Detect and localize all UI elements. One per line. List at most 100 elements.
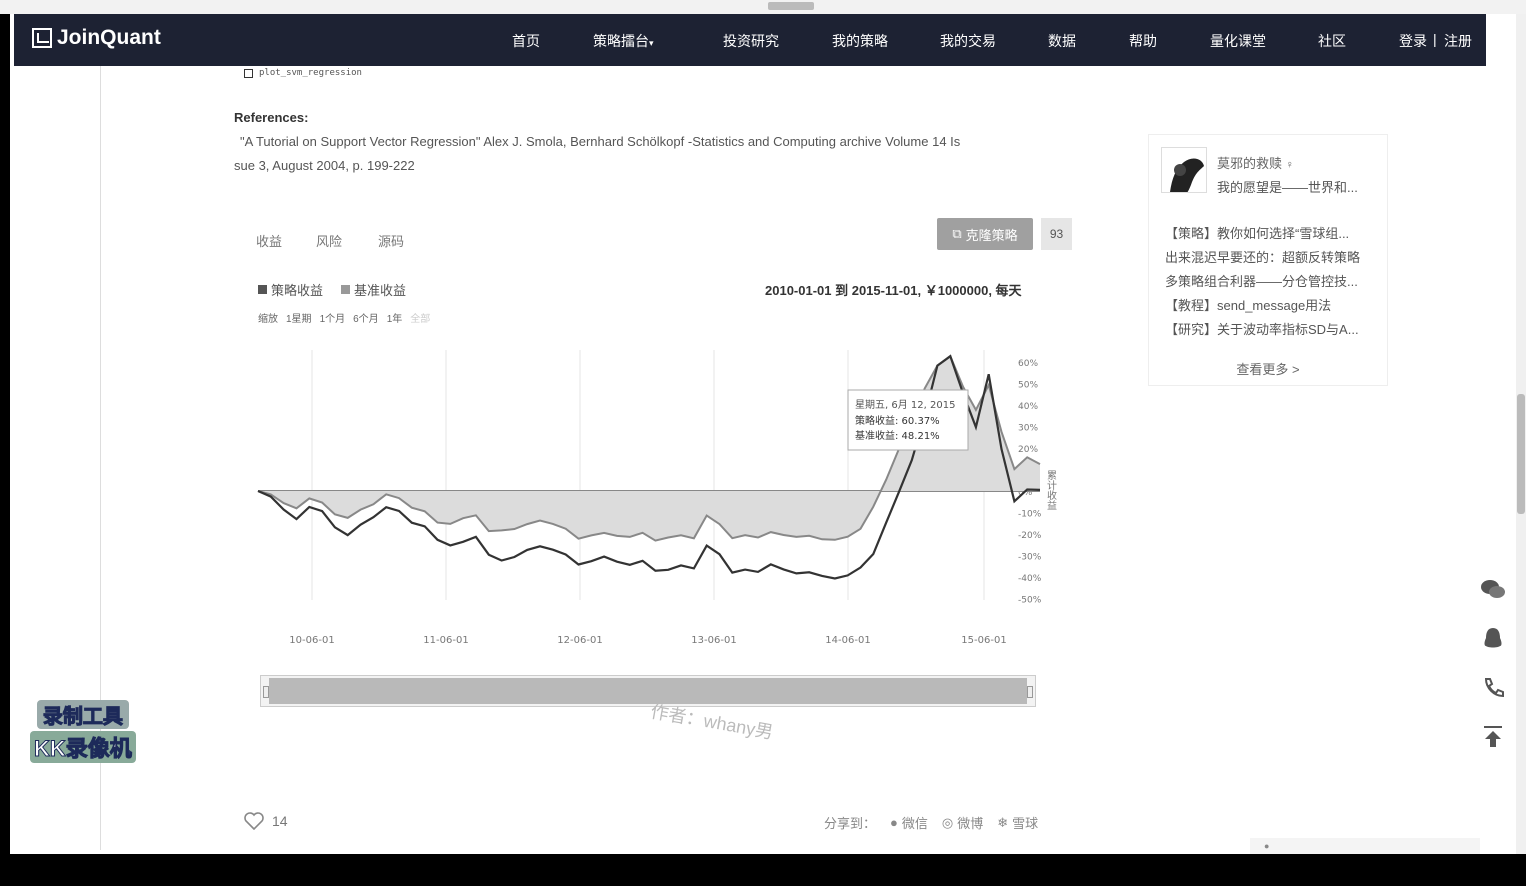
recorder-line-1: 录制工具 (36, 700, 129, 729)
navigator-right-handle[interactable] (1027, 686, 1033, 698)
reference-text-line-2: sue 3, August 2004, p. 199-222 (234, 158, 415, 173)
share-label: 分享到： (824, 816, 877, 831)
x-tick-label: 10-06-01 (289, 635, 334, 646)
y-tick-label: -10% (1018, 510, 1042, 520)
share-weibo[interactable]: ◎ 微博 (941, 814, 984, 832)
status-dot: ● (1264, 841, 1270, 851)
chart-grid (311, 350, 985, 600)
nav-help[interactable]: 帮助 (1129, 33, 1157, 49)
wechat-icon (1481, 580, 1505, 598)
chart-tooltip: 星期五, 6月 12, 2015 策略收益: 60.37% 基准收益: 48.2… (847, 389, 969, 451)
legend-benchmark[interactable]: 基准收益 (341, 280, 406, 299)
qq-tool[interactable] (1480, 626, 1506, 652)
like-count: 14 (272, 813, 288, 829)
chart-legend: 策略收益 基准收益 (258, 280, 406, 299)
y-tick-label: -50% (1018, 596, 1042, 606)
top-nav-bar: JoinQuant 首页 策略擂台▾ 投资研究 我的策略 我的交易 数据 帮助 … (14, 14, 1486, 66)
zoom-1m[interactable]: 1个月 (319, 314, 346, 325)
content-left-border (100, 66, 101, 850)
navigator-left-handle[interactable] (263, 686, 269, 698)
y-tick-label: 0% (1018, 488, 1033, 498)
nav-my-trades[interactable]: 我的交易 (940, 33, 996, 49)
sidebar-post[interactable]: 出来混迟早要还的：超额反转策略 (1165, 250, 1361, 265)
nav-my-strategies[interactable]: 我的策略 (832, 33, 888, 49)
sidebar-post[interactable]: 多策略组合利器——分仓管控技... (1165, 274, 1358, 289)
tab-returns[interactable]: 收益 (256, 234, 283, 249)
qq-penguin-icon (1484, 628, 1502, 648)
zoom-selector: 缩放 1星期 1个月 6个月 1年 全部 (258, 310, 430, 325)
phone-tool[interactable] (1480, 674, 1506, 700)
zoom-1y[interactable]: 1年 (386, 314, 403, 325)
share-bar: 分享到： ● 微信 ◎ 微博 ❄ 雪球 (824, 813, 1038, 832)
wechat-icon: ● (890, 815, 898, 830)
x-tick-label: 15-06-01 (961, 635, 1006, 646)
weibo-icon: ◎ (941, 814, 954, 830)
y-tick-label: 30% (1018, 424, 1038, 434)
sidebar-post[interactable]: 【研究】关于波动率指标SD与A... (1165, 322, 1359, 337)
author-name[interactable]: 莫邪的救赎 ♀ (1217, 156, 1294, 171)
nav-separator: | (1433, 31, 1437, 47)
reference-text-line-1: "A Tutorial on Support Vector Regression… (240, 134, 961, 149)
tab-risk[interactable]: 风险 (316, 234, 343, 249)
zoom-1w[interactable]: 1星期 (286, 314, 312, 325)
heart-icon (244, 812, 264, 830)
nav-login[interactable]: 登录 (1399, 33, 1427, 49)
sidebar-post[interactable]: 【教程】send_message用法 (1165, 298, 1332, 313)
xueqiu-icon: ❄ (997, 814, 1009, 830)
navigator-selection[interactable] (269, 678, 1027, 704)
nav-research[interactable]: 投资研究 (723, 33, 779, 49)
view-more-link[interactable]: 查看更多 > (1236, 362, 1300, 377)
page-scrollbar[interactable] (1516, 14, 1526, 854)
range-navigator[interactable] (260, 675, 1036, 707)
strategy-line (257, 354, 1041, 580)
x-tick-label: 12-06-01 (557, 635, 602, 646)
like-button[interactable]: 14 (244, 812, 288, 830)
arrow-up-icon (1484, 726, 1502, 747)
back-to-top[interactable] (1480, 724, 1506, 750)
joinquant-logo[interactable]: JoinQuant (32, 26, 161, 50)
nav-strategy-arena[interactable]: 策略擂台▾ (593, 33, 654, 49)
phone-icon (1484, 678, 1504, 698)
tooltip-date: 星期五, 6月 12, 2015 (855, 399, 955, 411)
window-marker (768, 2, 814, 10)
zoom-all[interactable]: 全部 (410, 314, 431, 325)
gender-icon: ♀ (1285, 159, 1294, 171)
brand-name: JoinQuant (57, 26, 161, 49)
tooltip-benchmark: 基准收益: 48.21% (855, 429, 940, 442)
status-strip: ● (1250, 838, 1480, 854)
nav-community[interactable]: 社区 (1318, 33, 1346, 49)
benchmark-area (258, 356, 1040, 541)
legend-swatch (258, 285, 267, 294)
y-tick-label: 40% (1018, 402, 1038, 412)
backtest-period: 2010-01-01 到 2015-11-01, ￥1000000, 每天 (765, 283, 1022, 298)
returns-chart[interactable]: 60%50%40%30%20%10%0%-10%-20%-30%-40%-50%… (250, 340, 1070, 660)
nav-register[interactable]: 注册 (1444, 33, 1472, 49)
avatar-image (1170, 158, 1204, 192)
y-tick-label: -20% (1018, 531, 1042, 541)
scrollbar-thumb[interactable] (1517, 394, 1525, 514)
legend-strategy[interactable]: 策略收益 (258, 280, 323, 299)
legend-swatch (341, 285, 351, 294)
share-xueqiu[interactable]: ❄ 雪球 (997, 814, 1039, 832)
nav-home[interactable]: 首页 (512, 33, 540, 49)
x-axis-ticks: 10-06-01 11-06-01 12-06-01 13-06-01 14-06-01… (289, 635, 1006, 646)
avatar[interactable] (1161, 147, 1207, 193)
zoom-label: 缩放 (258, 314, 278, 325)
zoom-6m[interactable]: 6个月 (353, 314, 379, 325)
tab-source[interactable]: 源码 (378, 234, 405, 249)
author-signature: 我的愿望是——世界和... (1217, 180, 1358, 195)
x-tick-label: 11-06-01 (423, 635, 468, 646)
nav-quant-class[interactable]: 量化课堂 (1210, 33, 1266, 49)
x-tick-label: 13-06-01 (691, 635, 736, 646)
y-tick-label: 50% (1018, 381, 1038, 391)
wechat-tool[interactable] (1480, 576, 1506, 602)
code-output-ref: plot_svm_regression (244, 68, 362, 78)
recorder-line-2: KK录像机 (30, 731, 136, 763)
y-tick-label: -30% (1018, 553, 1042, 563)
nav-data[interactable]: 数据 (1048, 33, 1076, 49)
sidebar-post[interactable]: 【策略】教你如何选择“雪球组... (1165, 226, 1350, 241)
clone-strategy-button[interactable]: ⧉ 克隆策略 (937, 218, 1033, 250)
clone-icon: ⧉ (952, 226, 962, 241)
share-wechat[interactable]: ● 微信 (890, 815, 928, 831)
floating-toolbar (1470, 568, 1516, 764)
